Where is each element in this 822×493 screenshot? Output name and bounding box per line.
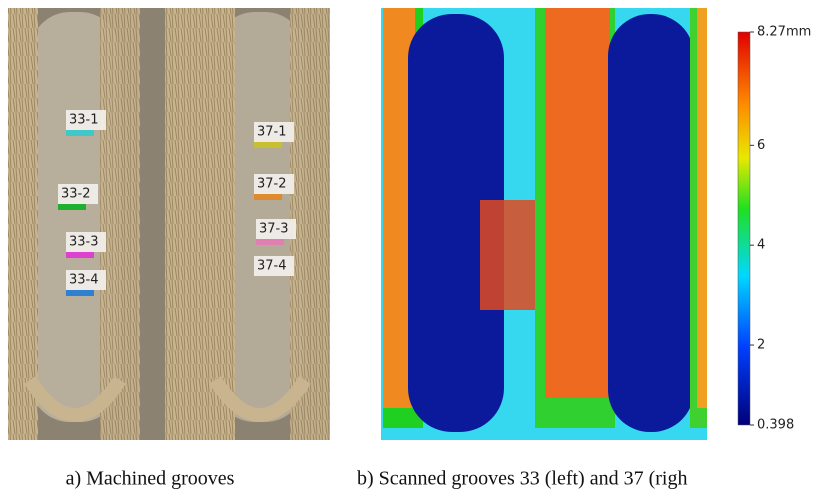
scan-map bbox=[381, 8, 707, 440]
label-tag bbox=[66, 252, 94, 258]
label-box bbox=[66, 270, 106, 290]
specimen-label: 37-4 bbox=[257, 259, 287, 274]
specimen-label: 33-2 bbox=[61, 187, 91, 202]
label-tag bbox=[254, 142, 282, 148]
specimen-label: 37-3 bbox=[259, 222, 289, 237]
label-box bbox=[256, 219, 296, 239]
label-tag bbox=[58, 204, 86, 210]
label-box bbox=[254, 256, 294, 276]
label-tag bbox=[256, 239, 284, 245]
specimen-label: 33-3 bbox=[69, 235, 99, 250]
photo bbox=[8, 8, 330, 440]
colorbar-label: 8.27mm bbox=[757, 25, 811, 40]
label-box bbox=[58, 184, 98, 204]
label-box bbox=[66, 232, 106, 252]
specimen-label: 37-2 bbox=[257, 177, 287, 192]
colorbar bbox=[737, 31, 751, 426]
colorbar-label: 4 bbox=[757, 238, 765, 253]
label-tag bbox=[66, 290, 94, 296]
specimen-label: 33-1 bbox=[69, 113, 99, 128]
label-box bbox=[254, 174, 294, 194]
label-tag bbox=[254, 194, 282, 200]
colorbar-label: 0.398 bbox=[757, 418, 794, 433]
colorbar-label: 6 bbox=[757, 138, 765, 153]
label-box bbox=[254, 122, 294, 142]
caption: a) Machined grooves bbox=[66, 468, 235, 490]
colorbar-label: 2 bbox=[757, 338, 765, 353]
caption: b) Scanned grooves 33 (left) and 37 (rig… bbox=[357, 468, 687, 490]
specimen-label: 37-1 bbox=[257, 125, 287, 140]
label-box bbox=[66, 110, 106, 130]
specimen-label: 33-4 bbox=[69, 273, 99, 288]
label-tag bbox=[66, 130, 94, 136]
